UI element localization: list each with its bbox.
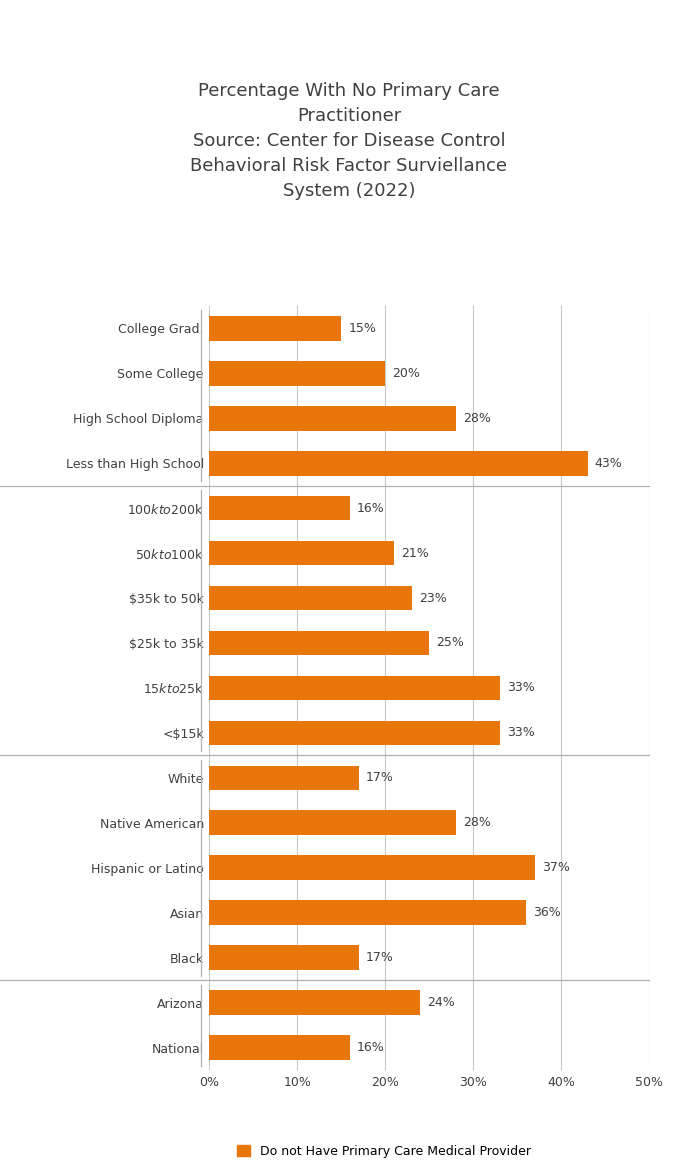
- Text: 33%: 33%: [507, 681, 535, 695]
- Text: 25%: 25%: [436, 636, 464, 649]
- Text: 37%: 37%: [542, 861, 570, 874]
- Legend: Do not Have Primary Care Medical Provider: Do not Have Primary Care Medical Provide…: [237, 1145, 530, 1158]
- Text: 23%: 23%: [419, 592, 447, 604]
- Bar: [209, 630, 429, 655]
- Bar: [209, 946, 359, 970]
- Text: Percentage With No Primary Care
Practitioner
Source: Center for Disease Control
: Percentage With No Primary Care Practiti…: [191, 82, 507, 200]
- Bar: [209, 675, 500, 701]
- Bar: [209, 586, 412, 610]
- Text: 28%: 28%: [463, 816, 491, 829]
- Text: 28%: 28%: [463, 412, 491, 425]
- Text: 17%: 17%: [366, 771, 394, 784]
- Bar: [209, 990, 420, 1015]
- Bar: [209, 361, 385, 386]
- Bar: [209, 496, 350, 521]
- Bar: [209, 1035, 350, 1060]
- Bar: [209, 766, 359, 790]
- Bar: [209, 721, 500, 746]
- Bar: [209, 406, 456, 430]
- Text: 33%: 33%: [507, 727, 535, 740]
- Bar: [209, 855, 535, 880]
- Text: 16%: 16%: [357, 1041, 385, 1054]
- Text: 15%: 15%: [348, 322, 376, 335]
- Bar: [209, 541, 394, 566]
- Text: 20%: 20%: [392, 367, 420, 380]
- Bar: [209, 316, 341, 341]
- Text: 36%: 36%: [533, 907, 560, 920]
- Text: 17%: 17%: [366, 951, 394, 964]
- Text: 16%: 16%: [357, 502, 385, 515]
- Text: 21%: 21%: [401, 547, 429, 560]
- Text: 43%: 43%: [595, 456, 623, 469]
- Bar: [209, 901, 526, 926]
- Text: 24%: 24%: [427, 996, 455, 1009]
- Bar: [209, 810, 456, 835]
- Bar: [209, 450, 588, 475]
